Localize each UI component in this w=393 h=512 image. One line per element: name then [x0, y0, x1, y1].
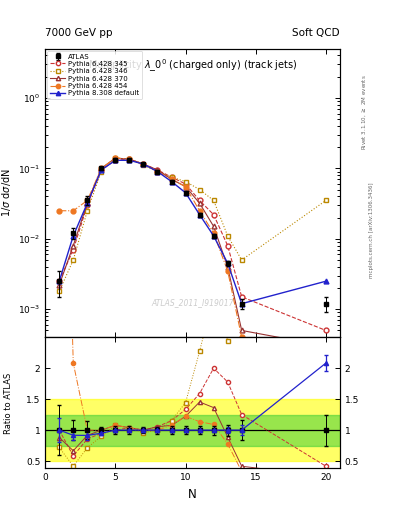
Text: Soft QCD: Soft QCD [292, 28, 340, 38]
Text: Multiplicity $\lambda\_0^0$ (charged only) (track jets): Multiplicity $\lambda\_0^0$ (charged onl… [88, 57, 298, 74]
Y-axis label: 1/$\sigma$ d$\sigma$/dN: 1/$\sigma$ d$\sigma$/dN [0, 168, 13, 218]
Bar [45, 399, 340, 461]
Text: mcplots.cern.ch [arXiv:1306.3436]: mcplots.cern.ch [arXiv:1306.3436] [369, 183, 375, 278]
Y-axis label: Ratio to ATLAS: Ratio to ATLAS [4, 372, 13, 434]
Text: ATLAS_2011_I919017: ATLAS_2011_I919017 [151, 298, 234, 307]
Legend: ATLAS, Pythia 6.428 345, Pythia 6.428 346, Pythia 6.428 370, Pythia 6.428 454, P: ATLAS, Pythia 6.428 345, Pythia 6.428 34… [47, 51, 142, 99]
Bar [45, 415, 340, 445]
Text: 7000 GeV pp: 7000 GeV pp [45, 28, 113, 38]
Text: Rivet 3.1.10, $\geq$ 2M events: Rivet 3.1.10, $\geq$ 2M events [361, 75, 368, 151]
X-axis label: N: N [188, 488, 197, 501]
